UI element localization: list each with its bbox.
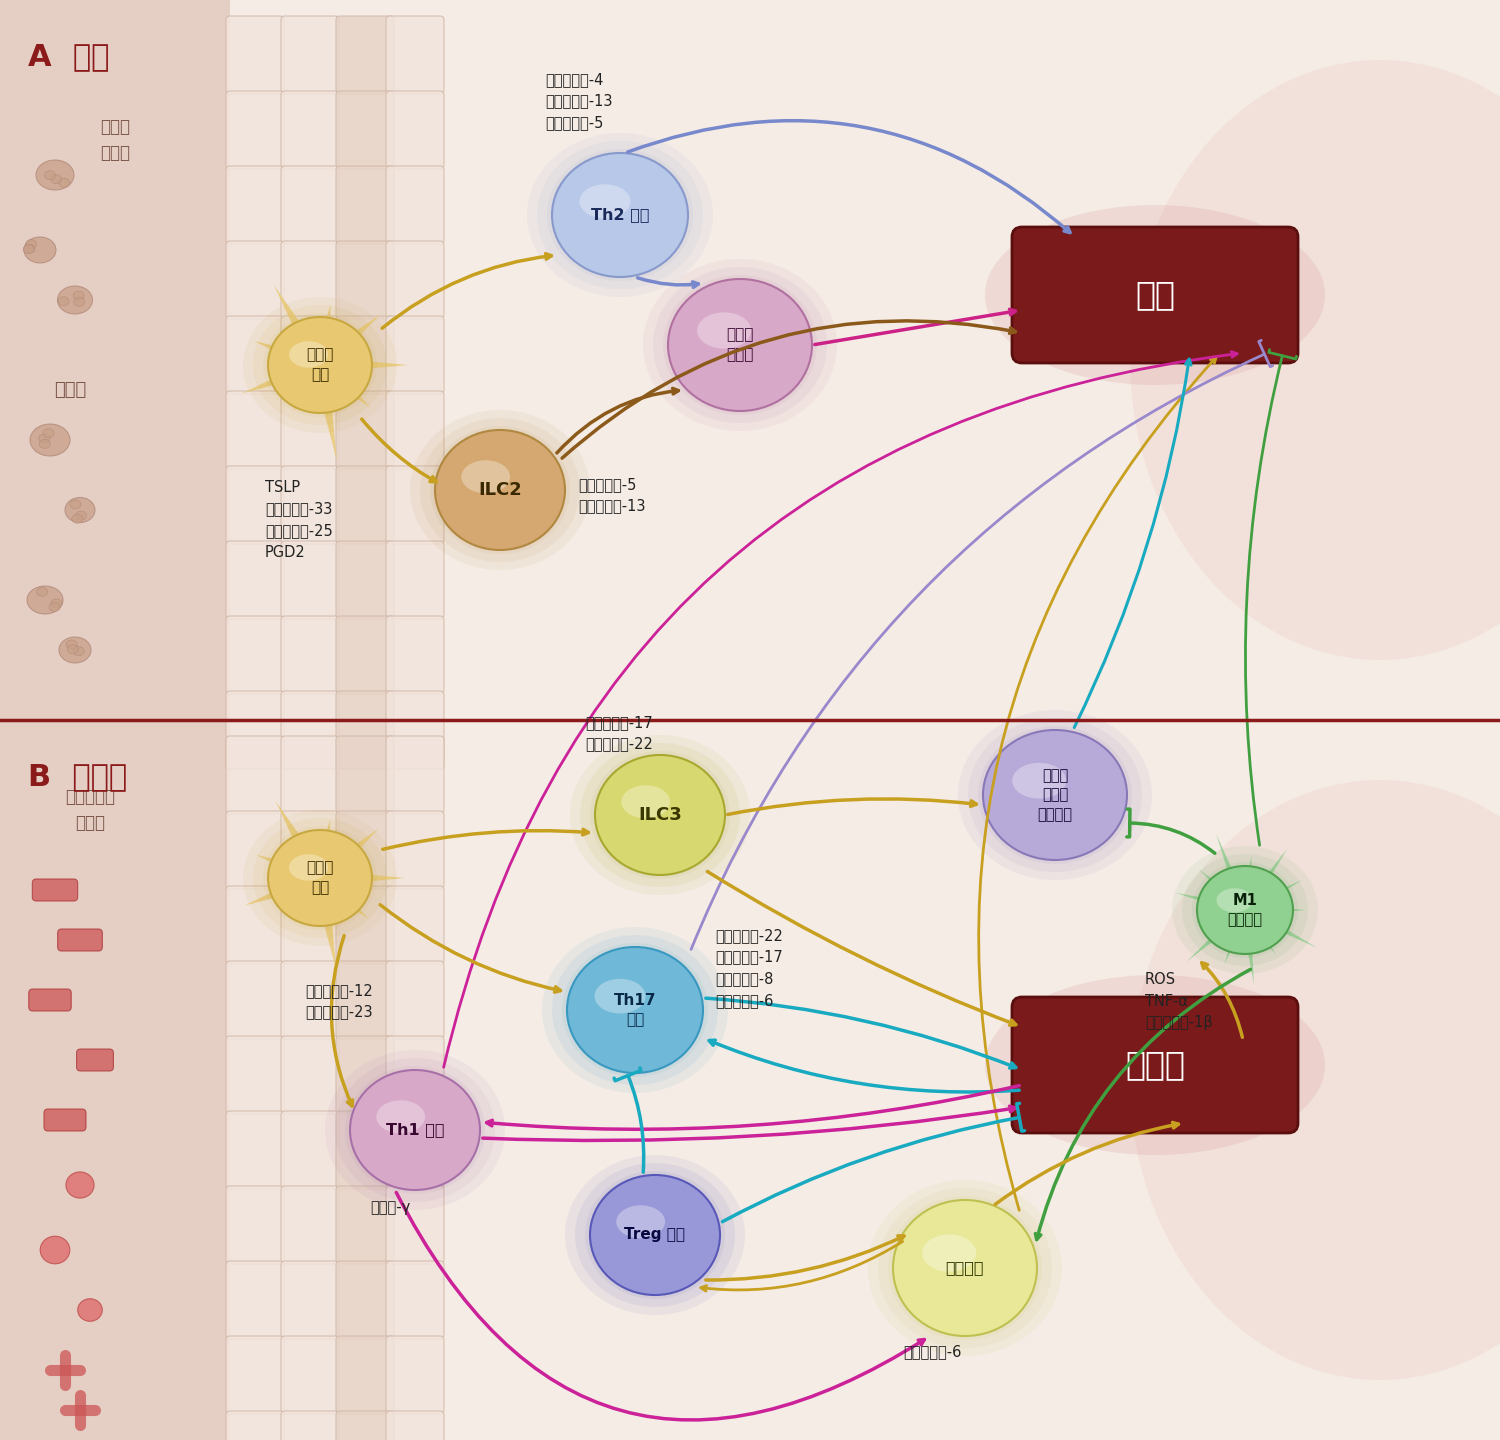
FancyBboxPatch shape bbox=[226, 166, 284, 243]
Ellipse shape bbox=[552, 153, 688, 276]
Polygon shape bbox=[1242, 906, 1317, 948]
FancyBboxPatch shape bbox=[280, 91, 339, 168]
FancyBboxPatch shape bbox=[336, 240, 394, 320]
Ellipse shape bbox=[978, 726, 1132, 864]
FancyBboxPatch shape bbox=[280, 1035, 339, 1115]
Ellipse shape bbox=[420, 418, 580, 562]
Text: 气道上
皮细胞: 气道上 皮细胞 bbox=[100, 118, 130, 163]
FancyBboxPatch shape bbox=[280, 392, 339, 469]
Ellipse shape bbox=[548, 148, 693, 281]
FancyBboxPatch shape bbox=[336, 1187, 394, 1264]
FancyBboxPatch shape bbox=[336, 886, 394, 963]
Text: 白细胞介素-22
白细胞介素-17
白细胞介素-8
白细胞介素-6: 白细胞介素-22 白细胞介素-17 白细胞介素-8 白细胞介素-6 bbox=[716, 927, 783, 1008]
Ellipse shape bbox=[562, 943, 708, 1077]
Ellipse shape bbox=[968, 719, 1142, 873]
Ellipse shape bbox=[30, 423, 70, 456]
FancyBboxPatch shape bbox=[0, 0, 230, 720]
FancyBboxPatch shape bbox=[386, 467, 444, 544]
Ellipse shape bbox=[262, 312, 376, 418]
FancyBboxPatch shape bbox=[1013, 996, 1298, 1133]
Polygon shape bbox=[1240, 907, 1276, 955]
Polygon shape bbox=[1245, 904, 1306, 914]
FancyBboxPatch shape bbox=[386, 166, 444, 243]
FancyBboxPatch shape bbox=[386, 1261, 444, 1339]
Text: 干扰素-γ: 干扰素-γ bbox=[370, 1200, 410, 1215]
FancyBboxPatch shape bbox=[336, 1336, 394, 1414]
Polygon shape bbox=[1198, 870, 1248, 914]
FancyBboxPatch shape bbox=[386, 886, 444, 963]
FancyBboxPatch shape bbox=[386, 16, 444, 94]
Text: Treg 细胞: Treg 细胞 bbox=[624, 1227, 686, 1243]
FancyBboxPatch shape bbox=[386, 91, 444, 168]
Ellipse shape bbox=[878, 1188, 1052, 1348]
Ellipse shape bbox=[254, 305, 387, 425]
Ellipse shape bbox=[243, 297, 398, 433]
Ellipse shape bbox=[1192, 863, 1298, 958]
FancyBboxPatch shape bbox=[280, 315, 339, 395]
Text: 树突状
细胞: 树突状 细胞 bbox=[306, 861, 333, 896]
Ellipse shape bbox=[590, 752, 730, 878]
FancyBboxPatch shape bbox=[336, 616, 394, 694]
Ellipse shape bbox=[579, 184, 630, 219]
Ellipse shape bbox=[1130, 60, 1500, 660]
Ellipse shape bbox=[290, 341, 328, 367]
Ellipse shape bbox=[70, 500, 81, 508]
Polygon shape bbox=[320, 870, 405, 886]
Ellipse shape bbox=[39, 439, 51, 448]
FancyBboxPatch shape bbox=[280, 616, 339, 694]
Ellipse shape bbox=[958, 710, 1152, 880]
Polygon shape bbox=[1176, 893, 1246, 914]
Polygon shape bbox=[312, 364, 338, 461]
Ellipse shape bbox=[868, 1179, 1062, 1356]
Ellipse shape bbox=[268, 829, 372, 926]
Ellipse shape bbox=[44, 429, 54, 438]
Ellipse shape bbox=[616, 1205, 664, 1238]
Ellipse shape bbox=[254, 818, 387, 937]
FancyBboxPatch shape bbox=[336, 315, 394, 395]
Ellipse shape bbox=[50, 602, 60, 612]
Text: 白细胞介素-12
白细胞介素-23: 白细胞介素-12 白细胞介素-23 bbox=[304, 984, 372, 1020]
Ellipse shape bbox=[58, 179, 70, 187]
Ellipse shape bbox=[652, 266, 827, 423]
Ellipse shape bbox=[663, 275, 818, 415]
Ellipse shape bbox=[72, 514, 82, 523]
Ellipse shape bbox=[567, 948, 704, 1073]
Ellipse shape bbox=[1013, 763, 1066, 799]
Ellipse shape bbox=[26, 239, 36, 249]
Ellipse shape bbox=[1172, 847, 1318, 973]
Ellipse shape bbox=[345, 1066, 484, 1194]
Text: 细菌、病毒
或吸烟: 细菌、病毒 或吸烟 bbox=[64, 788, 116, 832]
Text: 白细胞介素-17
白细胞介素-22: 白细胞介素-17 白细胞介素-22 bbox=[585, 716, 652, 752]
FancyBboxPatch shape bbox=[44, 1109, 86, 1130]
FancyBboxPatch shape bbox=[226, 1261, 284, 1339]
Ellipse shape bbox=[462, 461, 510, 494]
FancyBboxPatch shape bbox=[386, 1035, 444, 1115]
Ellipse shape bbox=[430, 426, 570, 554]
Text: ILC3: ILC3 bbox=[638, 806, 682, 824]
Text: 变应原: 变应原 bbox=[54, 382, 86, 399]
Ellipse shape bbox=[24, 245, 34, 253]
Polygon shape bbox=[276, 801, 327, 881]
Polygon shape bbox=[1216, 834, 1249, 912]
FancyBboxPatch shape bbox=[226, 1035, 284, 1115]
Ellipse shape bbox=[570, 734, 750, 896]
Text: 嗜酸性
粒细胞: 嗜酸性 粒细胞 bbox=[726, 328, 753, 363]
Ellipse shape bbox=[542, 927, 728, 1093]
FancyBboxPatch shape bbox=[280, 166, 339, 243]
Ellipse shape bbox=[596, 755, 724, 876]
FancyBboxPatch shape bbox=[226, 392, 284, 469]
Ellipse shape bbox=[290, 854, 328, 881]
Ellipse shape bbox=[644, 259, 837, 431]
FancyBboxPatch shape bbox=[0, 720, 230, 1440]
Ellipse shape bbox=[594, 979, 645, 1014]
Ellipse shape bbox=[27, 586, 63, 613]
Ellipse shape bbox=[580, 743, 740, 887]
Text: B  高血压: B 高血压 bbox=[28, 762, 128, 791]
Polygon shape bbox=[256, 855, 322, 886]
FancyBboxPatch shape bbox=[336, 811, 394, 888]
FancyBboxPatch shape bbox=[336, 736, 394, 814]
Ellipse shape bbox=[892, 1200, 1036, 1336]
Polygon shape bbox=[1186, 906, 1248, 962]
Polygon shape bbox=[1242, 880, 1302, 914]
